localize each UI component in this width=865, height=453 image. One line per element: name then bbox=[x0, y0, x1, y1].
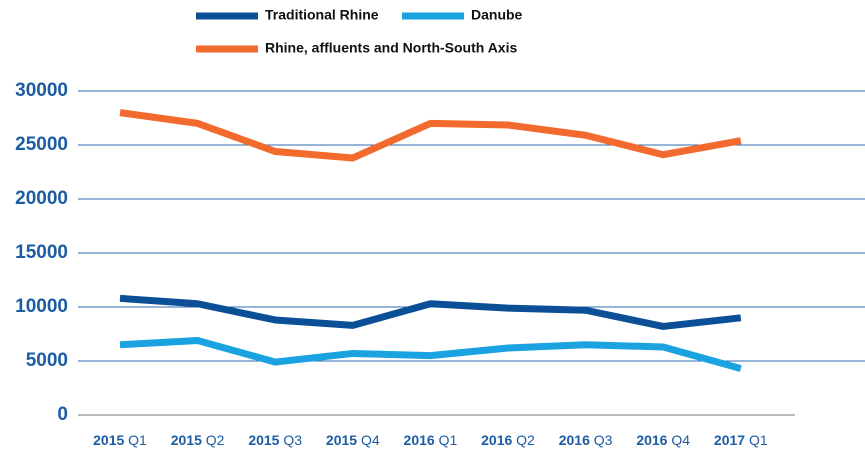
x-tick-label: 2016 Q1 bbox=[404, 432, 458, 448]
line-series bbox=[119, 336, 742, 372]
y-tick-label: 30000 bbox=[15, 80, 68, 101]
x-tick-label: 2015 Q2 bbox=[171, 432, 225, 448]
x-tick-label: 2016 Q3 bbox=[559, 432, 613, 448]
y-tick-label: 10000 bbox=[15, 296, 68, 317]
y-tick-label: 20000 bbox=[15, 188, 68, 209]
legend-label: Rhine, affluents and North-South Axis bbox=[265, 40, 517, 56]
x-tick-label: 2015 Q4 bbox=[326, 432, 380, 448]
legend-label: Danube bbox=[471, 7, 523, 23]
y-tick-label: 0 bbox=[57, 404, 68, 425]
legend-label: Traditional Rhine bbox=[265, 7, 379, 23]
x-tick-label: 2016 Q4 bbox=[636, 432, 690, 448]
y-tick-label: 5000 bbox=[26, 350, 68, 371]
x-tick-label: 2015 Q3 bbox=[248, 432, 302, 448]
y-tick-label: 15000 bbox=[15, 242, 68, 263]
x-tick-label: 2015 Q1 bbox=[93, 432, 147, 448]
x-tick-label: 2016 Q2 bbox=[481, 432, 535, 448]
line-series bbox=[119, 294, 742, 330]
x-tick-label: 2017 Q1 bbox=[714, 432, 768, 448]
y-tick-label: 25000 bbox=[15, 134, 68, 155]
line-series bbox=[119, 109, 742, 162]
